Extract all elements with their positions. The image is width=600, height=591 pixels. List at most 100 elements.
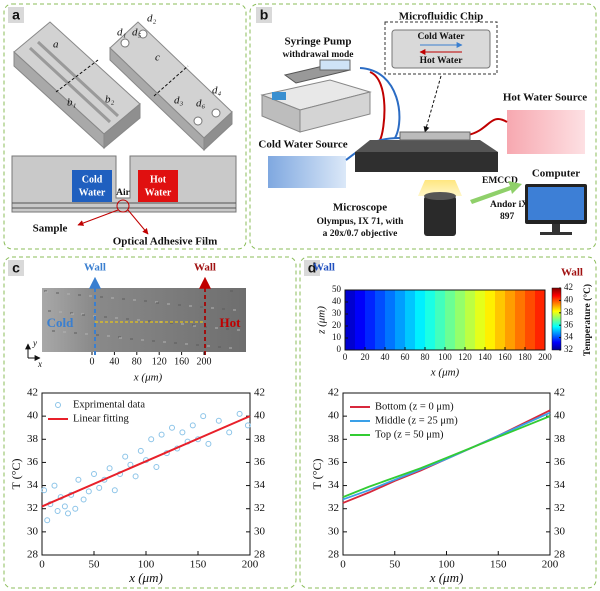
texture bbox=[226, 328, 229, 330]
chip-label: d₂ bbox=[147, 13, 157, 25]
colorbar-tick-label: 36 bbox=[564, 319, 574, 329]
microscope-detail: a 20x/0.7 objective bbox=[323, 229, 398, 239]
texture bbox=[181, 323, 184, 325]
x-tick-label: 200 bbox=[197, 356, 212, 367]
computer-label: Computer bbox=[532, 168, 580, 180]
air-label: Air bbox=[116, 188, 131, 198]
x-tick-label: 160 bbox=[174, 356, 189, 367]
y-tick-label: 10 bbox=[332, 332, 342, 342]
legend-label: Middle (z = 25 μm) bbox=[375, 415, 458, 426]
data-point bbox=[61, 503, 68, 510]
y-axis-label: T (°C) bbox=[9, 459, 23, 490]
hot-source bbox=[507, 110, 585, 154]
texture bbox=[100, 296, 103, 298]
pump-mode: withdrawal mode bbox=[283, 50, 354, 60]
camera-detail: 897 bbox=[500, 212, 515, 222]
texture bbox=[130, 338, 133, 340]
tube bbox=[359, 67, 401, 139]
data-point bbox=[205, 440, 212, 447]
x-tick-label: 160 bbox=[498, 352, 512, 362]
data-point bbox=[215, 417, 222, 424]
data-point bbox=[75, 476, 82, 483]
x-tick-label: 40 bbox=[381, 352, 391, 362]
wall-label: Wall bbox=[194, 262, 216, 274]
heat-cell bbox=[535, 290, 546, 350]
y-tick-label: 20 bbox=[332, 320, 342, 330]
y-tick-label: 50 bbox=[332, 284, 342, 294]
zoom-arrow bbox=[423, 75, 442, 133]
chip-label: d₄ bbox=[212, 85, 222, 97]
texture bbox=[215, 327, 218, 329]
objective bbox=[424, 196, 456, 236]
y2-tick-label: 34 bbox=[254, 479, 266, 491]
texture bbox=[148, 320, 151, 322]
texture bbox=[59, 311, 62, 313]
heat-cell bbox=[485, 290, 496, 350]
y2-tick-label: 40 bbox=[254, 410, 266, 422]
x-tick-label: 100 bbox=[438, 559, 455, 571]
panel-frame bbox=[3, 3, 247, 250]
y2-tick-label: 42 bbox=[554, 387, 565, 399]
y-tick-label: 30 bbox=[332, 308, 342, 318]
tube bbox=[369, 71, 386, 141]
signal-arrow bbox=[470, 181, 522, 204]
heat-cell bbox=[345, 290, 356, 350]
data-point bbox=[189, 422, 196, 429]
chip-label: b₂ bbox=[105, 94, 115, 106]
y-tick-label: 28 bbox=[328, 549, 340, 561]
letter-box bbox=[8, 260, 24, 276]
texture bbox=[71, 313, 74, 315]
texture bbox=[222, 308, 225, 310]
chip-label: d₆ bbox=[196, 98, 206, 110]
heat-cell bbox=[375, 290, 386, 350]
texture bbox=[196, 344, 199, 346]
heat-cell bbox=[465, 290, 476, 350]
legend-label: Exprimental data bbox=[73, 399, 145, 410]
texture bbox=[200, 306, 203, 308]
panel-letter: d bbox=[308, 260, 317, 276]
heat-cell bbox=[495, 290, 506, 350]
texture bbox=[48, 310, 51, 312]
panel-letter: c bbox=[12, 260, 20, 276]
y-tick-label: 38 bbox=[27, 433, 39, 445]
data-point bbox=[148, 436, 155, 443]
panel-frame bbox=[249, 3, 597, 250]
chip-label: d₅ bbox=[132, 27, 142, 39]
texture bbox=[189, 305, 192, 307]
texture bbox=[144, 300, 147, 302]
y-tick-label: 40 bbox=[328, 410, 340, 422]
texture bbox=[218, 346, 221, 348]
texture bbox=[63, 331, 66, 333]
cold-label: Cold bbox=[47, 315, 75, 330]
y-tick-label: 34 bbox=[27, 479, 39, 491]
y2-tick-label: 36 bbox=[554, 456, 566, 468]
y-tick-label: 40 bbox=[332, 296, 342, 306]
axis-indicator-label: x bbox=[37, 359, 42, 369]
texture bbox=[229, 347, 232, 349]
cold-label: Cold bbox=[82, 174, 103, 185]
data-point bbox=[236, 410, 243, 417]
y-axis-label: T (°C) bbox=[310, 459, 324, 490]
y-tick-label: 38 bbox=[328, 433, 340, 445]
data-point bbox=[54, 508, 61, 515]
x-axis-label: x (μm) bbox=[128, 570, 163, 585]
texture bbox=[178, 304, 181, 306]
y2-tick-label: 28 bbox=[254, 549, 266, 561]
panel-frame bbox=[299, 256, 597, 589]
texture bbox=[111, 297, 114, 299]
arrow bbox=[77, 209, 119, 226]
micrograph bbox=[42, 288, 246, 352]
cold-source bbox=[268, 156, 346, 188]
x-tick-label: 0 bbox=[340, 559, 346, 571]
y2-tick-label: 38 bbox=[554, 433, 566, 445]
wall-label: Wall bbox=[561, 267, 583, 279]
chip bbox=[391, 29, 491, 69]
texture bbox=[237, 329, 240, 331]
panel-letter: b bbox=[260, 7, 269, 23]
y-axis-label: z (μm) bbox=[316, 306, 328, 335]
sample-label: Sample bbox=[33, 223, 68, 235]
objective-top bbox=[424, 192, 456, 200]
data-point bbox=[158, 431, 165, 438]
heat-cell bbox=[515, 290, 526, 350]
